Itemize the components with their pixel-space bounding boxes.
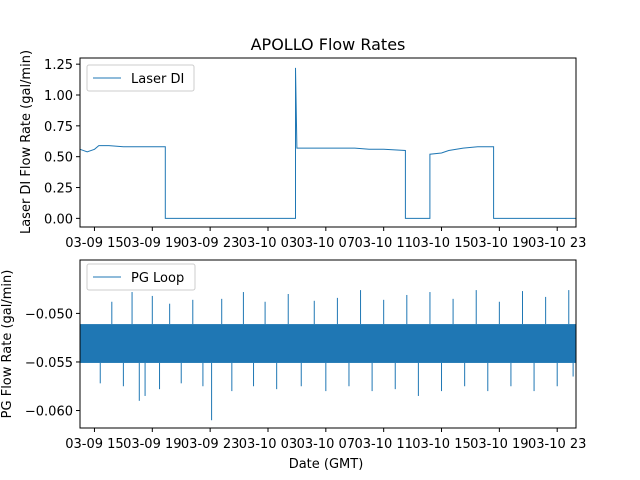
pg-loop-x-ticks: 03-09 15 03-09 19 03-09 23 03-10 03 03-10 07… — [65, 428, 586, 452]
pg-loop-legend: PG Loop — [86, 263, 196, 291]
pg-loop-y-ticks: −0.060 −0.055 −0.050 — [25, 307, 80, 420]
legend-frame — [86, 263, 196, 291]
laser-di-y-axis-label: Laser DI Flow Rate (gal/min) — [19, 50, 34, 234]
laser-di-chart: APOLLO Flow Rates 0.00 0.25 0.50 0.75 1.00 1.… — [19, 35, 586, 251]
y-tick-label: −0.060 — [25, 405, 73, 420]
legend-label-laser-di: Laser DI — [131, 72, 184, 87]
x-tick-label: 03-10 03 — [239, 236, 297, 251]
y-tick-label: 0.25 — [44, 182, 73, 197]
legend-frame — [86, 64, 195, 92]
x-tick-label: 03-09 15 — [65, 236, 123, 251]
chart-title: APOLLO Flow Rates — [251, 35, 406, 54]
x-tick-label: 03-10 11 — [354, 236, 412, 251]
x-tick-label: 03-09 19 — [123, 236, 181, 251]
laser-di-plot-area — [79, 67, 576, 219]
y-tick-label: 0.50 — [44, 151, 73, 166]
x-tick-label: 03-10 15 — [412, 437, 470, 452]
y-tick-label: 1.25 — [44, 58, 73, 73]
x-tick-label: 03-09 23 — [181, 236, 239, 251]
x-tick-label: 03-10 07 — [297, 236, 355, 251]
x-tick-label: 03-10 23 — [528, 437, 586, 452]
x-tick-label: 03-10 23 — [528, 236, 586, 251]
x-tick-label: 03-10 03 — [239, 437, 297, 452]
x-tick-label: 03-10 07 — [297, 437, 355, 452]
y-tick-label: 1.00 — [44, 89, 73, 104]
y-tick-label: 0.00 — [44, 212, 73, 227]
y-tick-label: −0.050 — [25, 307, 73, 322]
series-line-laser-di — [79, 67, 576, 219]
pg-loop-y-axis-label: PG Flow Rate (gal/min) — [0, 270, 15, 419]
x-tick-label: 03-10 11 — [354, 437, 412, 452]
pg-loop-chart: −0.060 −0.055 −0.050 03-09 15 03-09 19 03-09… — [0, 259, 586, 472]
pg-loop-axes-frame — [79, 259, 577, 429]
x-axis-label: Date (GMT) — [289, 457, 364, 472]
y-tick-label: 0.75 — [44, 120, 73, 135]
legend-label-pg-loop: PG Loop — [131, 271, 184, 286]
laser-di-x-ticks: 03-09 15 03-09 19 03-09 23 03-10 03 03-10 07… — [65, 227, 586, 251]
x-tick-label: 03-10 15 — [412, 236, 470, 251]
x-tick-label: 03-09 23 — [181, 437, 239, 452]
y-tick-label: −0.055 — [25, 356, 73, 371]
x-tick-label: 03-09 19 — [123, 437, 181, 452]
laser-di-y-ticks: 0.00 0.25 0.50 0.75 1.00 1.25 — [44, 58, 80, 227]
x-tick-label: 03-10 19 — [470, 437, 528, 452]
laser-di-axes-frame — [79, 57, 577, 228]
x-tick-label: 03-09 15 — [65, 437, 123, 452]
pg-loop-plot-area — [80, 290, 576, 421]
x-tick-label: 03-10 19 — [470, 236, 528, 251]
laser-di-legend: Laser DI — [86, 64, 195, 92]
